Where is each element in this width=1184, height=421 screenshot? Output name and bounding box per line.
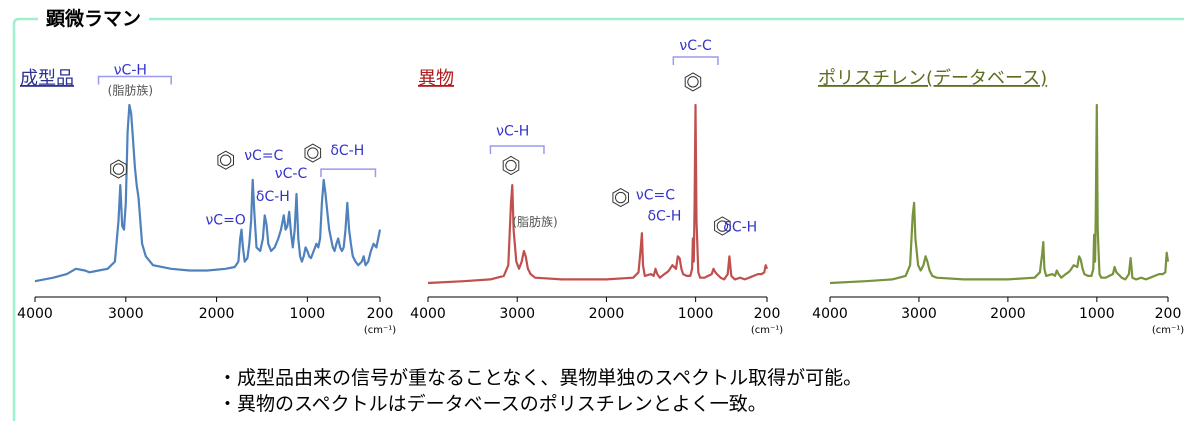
x-tick-label: 3000 [108, 306, 144, 322]
summary-line-1: ・成型品由来の信号が重なることなく、異物単独のスペクトル取得が可能。 [218, 367, 863, 389]
x-tick-label: 1000 [678, 306, 714, 322]
x-tick-label: 4000 [17, 306, 53, 322]
annotation-note: (脂肪族) [512, 214, 557, 229]
peak-annotation: δC-H [330, 143, 364, 159]
x-tick-label: 1000 [1079, 306, 1115, 322]
x-tick-label: 4000 [812, 306, 848, 322]
x-tick-label: 3000 [499, 306, 535, 322]
benzene-ring-icon [304, 143, 322, 163]
chart-polystyrene-database: ポリスチレン(データベース) 4000 3000 2000 1000 200 (cm⁻¹) [812, 68, 1184, 336]
chart-title: ポリスチレン(データベース) [818, 68, 1047, 89]
x-tick-label: 4000 [410, 306, 446, 322]
spectrum-line [829, 103, 1170, 285]
x-axis-unit: (cm⁻¹) [364, 325, 396, 336]
benzene-ring-icon [217, 150, 234, 170]
x-tick-label: 1000 [290, 306, 326, 322]
peak-annotation: νC-H [114, 63, 147, 79]
x-tick-label: 3000 [901, 306, 937, 322]
peak-annotation: νC=C [244, 148, 283, 164]
peak-annotation: νC-C [679, 38, 712, 54]
x-tick-label: 2000 [199, 306, 235, 322]
benzene-ring-icon [714, 216, 731, 236]
x-tick-label: 2000 [589, 306, 625, 322]
peak-annotation: δC-H [256, 189, 290, 205]
spectrum-line [427, 103, 769, 285]
x-tick-label: 200 [754, 306, 781, 322]
peak-annotation: νC-C [275, 166, 308, 182]
spectrum-line [34, 103, 382, 283]
peak-annotation: νC-H [496, 123, 529, 139]
x-tick-label: 2000 [990, 306, 1026, 322]
benzene-ring-icon [612, 188, 629, 208]
frame-border [12, 17, 1184, 421]
benzene-ring-icon [502, 155, 520, 176]
x-tick-label: 200 [1155, 306, 1182, 322]
peak-annotation: δC-H [723, 219, 757, 235]
range-bracket [489, 145, 545, 154]
annotation-note: (脂肪族) [108, 82, 153, 97]
chart-molded-product: 成型品 4000 3000 2000 1000 200 (cm⁻¹) νC-H (脂肪族) νC=… [17, 63, 396, 336]
x-axis-unit: (cm⁻¹) [751, 325, 783, 336]
chart-title: 成型品 [20, 68, 74, 89]
range-bracket [672, 56, 719, 65]
chart-foreign-matter: 異物 4000 3000 2000 1000 200 (cm⁻¹) νC-C νC-H νC=C δ… [410, 38, 783, 336]
benzene-ring-icon [110, 159, 127, 179]
x-axis-unit: (cm⁻¹) [1152, 325, 1184, 336]
peak-annotation: δC-H [647, 209, 681, 225]
range-bracket [97, 75, 172, 85]
x-tick-label: 200 [367, 306, 394, 322]
section-title: 顕微ラマン [38, 6, 150, 32]
benzene-ring-icon [684, 72, 702, 92]
peak-annotation: νC=C [636, 187, 675, 203]
range-bracket [320, 168, 377, 178]
peak-annotation: νC=O [205, 212, 245, 228]
summary-line-2: ・異物のスペクトルはデータベースのポリスチレンとよく一致。 [218, 393, 767, 415]
chart-title: 異物 [418, 68, 454, 89]
